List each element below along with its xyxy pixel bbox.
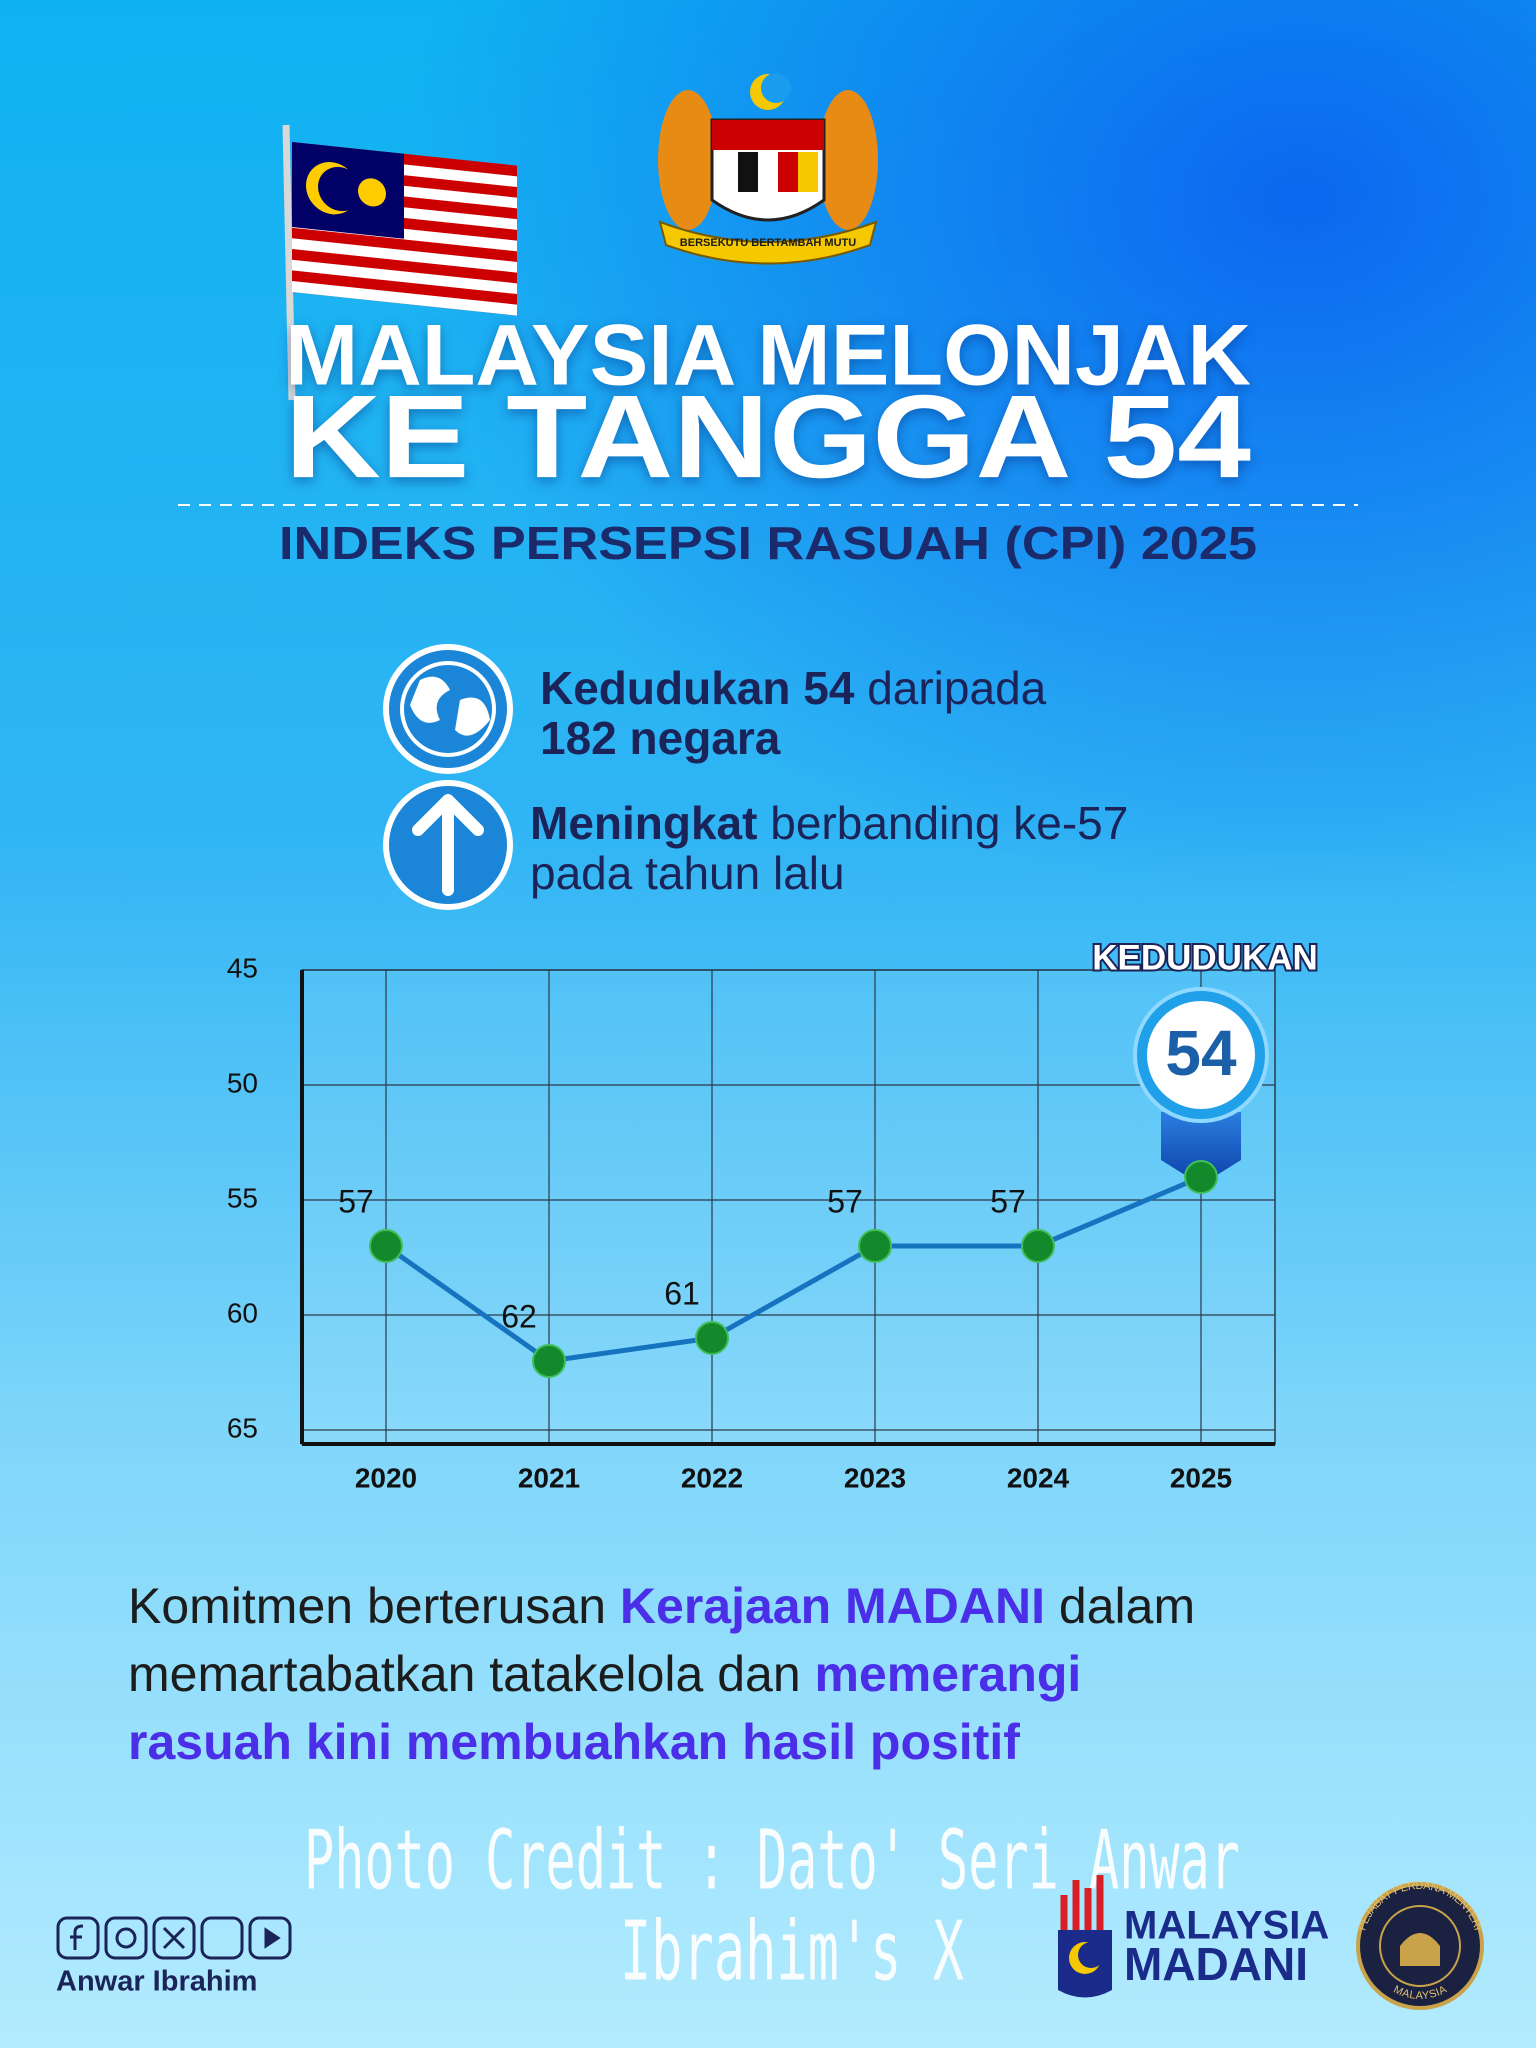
crest-motto: BERSEKUTU BERTAMBAH MUTU	[680, 237, 856, 249]
plot-area	[301, 969, 1276, 1445]
globe-icon	[383, 644, 513, 774]
flag	[282, 124, 517, 401]
logo-text: MADANI	[1124, 1938, 1308, 1990]
text-line: memartabatkan tatakelola dan memerangi	[128, 1640, 1195, 1708]
text-segment: 182 negara	[540, 712, 781, 764]
text-segment: daripada	[854, 662, 1047, 714]
data-label: 62	[501, 1298, 537, 1334]
badge-pointer	[1161, 1112, 1241, 1185]
text-segment: Kedudukan 54	[540, 662, 855, 714]
seal-text: MALAYSIA	[1391, 1983, 1449, 2002]
line	[384, 1174, 1202, 1364]
text-segment: dalam	[1045, 1578, 1196, 1634]
data-label: 57	[827, 1183, 863, 1219]
data-label: 57	[338, 1183, 374, 1219]
y-tick-label: 50	[227, 1067, 258, 1098]
arrow-icon	[383, 780, 513, 910]
data-label: 57	[990, 1183, 1026, 1219]
text-segment: memerangi	[814, 1646, 1082, 1702]
data-label: 61	[664, 1275, 700, 1311]
x-tick-label: 2023	[844, 1462, 906, 1493]
badge	[1147, 1001, 1255, 1109]
seal-text: MALAYSIA	[1391, 1983, 1449, 2002]
text-line: Meningkat berbanding ke-57	[530, 798, 1128, 848]
text-segment: berbanding ke-57	[757, 797, 1129, 849]
chart: 45 50 55 60 65 2020 2021 2022 2023 2024 2025 KEDUDU…	[227, 936, 1320, 1493]
marker	[369, 1229, 403, 1263]
seal	[1356, 1882, 1484, 2010]
fact: Kedudukan 54 daripada 182 negara	[540, 663, 1046, 763]
y-tick-label: 60	[227, 1297, 258, 1328]
text-line: pada tahun lalu	[530, 848, 1128, 898]
title-line: KE TANGGA 54	[285, 371, 1251, 503]
logo-text: MALAYSIA	[1124, 1904, 1329, 1948]
social-name: Anwar Ibrahim	[56, 1966, 257, 1998]
y-tick-label: 55	[227, 1182, 258, 1213]
credit-line: Ibrahim's X	[620, 1904, 964, 1999]
badge-value: 54	[1165, 1017, 1237, 1089]
text-segment: memartabatkan tatakelola dan	[128, 1646, 815, 1702]
fact: Meningkat berbanding ke-57 pada tahun lal…	[530, 798, 1128, 898]
marker	[532, 1344, 566, 1378]
text-segment: rasuah kini membuahkan hasil positif	[128, 1714, 1020, 1770]
marker	[858, 1229, 892, 1263]
x-tick-label: 2021	[518, 1462, 580, 1493]
marker	[695, 1321, 729, 1355]
credit-line: Photo Credit : Dato' Seri Anwar	[304, 1813, 1240, 1908]
text-segment: Komitmen berterusan	[128, 1578, 620, 1634]
text-line: 182 negara	[540, 713, 1046, 763]
y-tick-label: 45	[227, 952, 258, 983]
x-tick-label: 2025	[1170, 1462, 1232, 1493]
marker	[1021, 1229, 1055, 1263]
text-line: Komitmen berterusan Kerajaan MADANI dala…	[128, 1572, 1195, 1640]
x-tick-label: 2020	[355, 1462, 417, 1493]
crest: BERSEKUTU BERTAMBAH MUTU	[658, 73, 878, 265]
text-line: Kedudukan 54 daripada	[540, 663, 1046, 713]
badge-label: KEDUDUKAN	[1092, 938, 1318, 977]
text-line: rasuah kini membuahkan hasil positif	[128, 1708, 1195, 1776]
y-tick-label: 65	[227, 1412, 258, 1443]
text-segment: pada tahun lalu	[530, 847, 845, 899]
title-line: MALAYSIA MELONJAK	[285, 308, 1251, 404]
marker	[1184, 1160, 1218, 1194]
madani-logo	[1058, 1875, 1112, 1998]
social-icons	[56, 1916, 292, 1960]
text-segment: Meningkat	[530, 797, 758, 849]
subtitle: INDEKS PERSEPSI RASUAH (CPI) 2025	[279, 517, 1257, 569]
x-tick-label: 2022	[681, 1462, 743, 1493]
text-segment: Kerajaan MADANI	[619, 1578, 1046, 1634]
body-text: Komitmen berterusan Kerajaan MADANI dala…	[128, 1572, 1195, 1776]
x-tick-label: 2024	[1007, 1462, 1070, 1493]
